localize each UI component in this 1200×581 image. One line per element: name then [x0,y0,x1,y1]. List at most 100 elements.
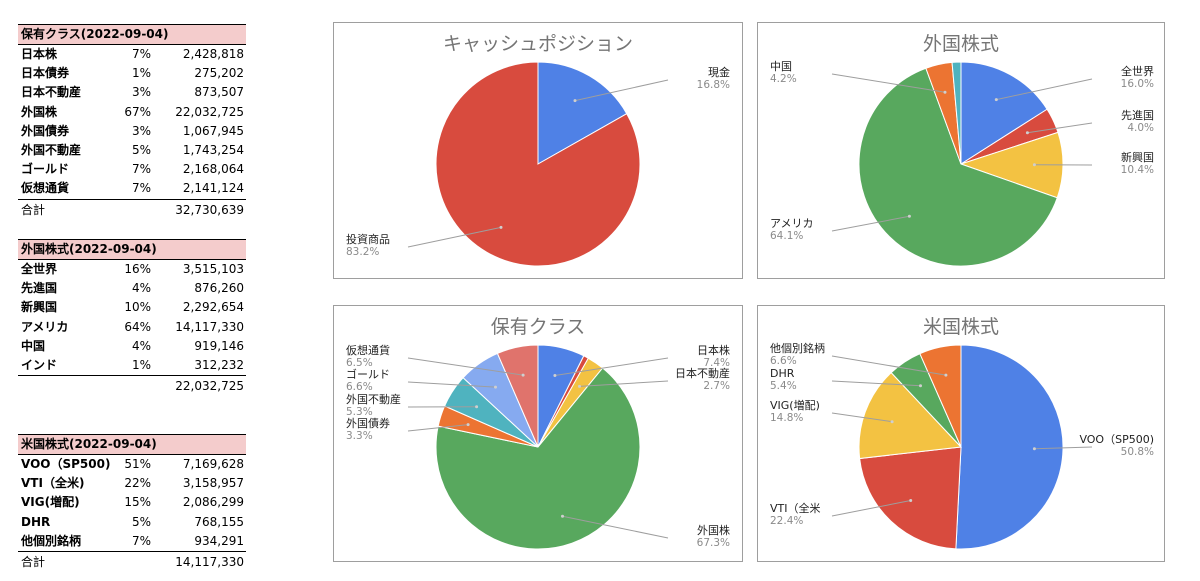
slice-percent-label: 67.3% [697,537,730,549]
slice-percent-label: 6.6% [346,381,373,393]
table-row: 日本株 7% 2,428,818 [18,45,246,64]
holding-class-table: 保有クラス(2022-09-04) 日本株 7% 2,428,818 日本債券 1% 2… [18,24,246,220]
row-name: VTI（全米) [21,476,85,491]
slice-percent-label: 16.8% [697,79,730,91]
pie-slices [858,344,1064,550]
leader-dot [475,405,479,409]
table-row: 他個別銘柄 7% 934,291 [18,532,246,552]
row-name: 外国債券 [21,123,70,138]
row-amount: 14,117,330 [175,319,244,334]
row-amount: 2,168,064 [182,162,244,177]
pie-slice [858,371,963,460]
row-pct: 16% [124,262,151,276]
row-amount: 3,515,103 [182,262,244,276]
row-pct: 67% [124,104,151,119]
leader-line [831,355,946,376]
row-pct: 7% [131,162,151,177]
slice-label: DHR [770,367,795,380]
table-row: 仮想通貨 7% 2,141,124 [18,179,246,200]
leader-dot [943,90,947,94]
leader-line [1027,122,1093,134]
pie-slice [537,61,628,165]
leader-line [562,515,669,539]
table-row: 外国不動産 5% 1,743,254 [18,141,246,160]
row-amount: 2,086,299 [182,495,244,510]
leader-line [831,500,911,517]
row-amount: 876,260 [194,281,244,296]
pie-slices [435,344,641,550]
row-name: 日本不動産 [21,85,82,100]
leader-line [831,412,893,423]
row-pct: 5% [131,142,151,157]
table-row: VTI（全米) 22% 3,158,957 [18,474,246,493]
pie-slice [951,61,962,165]
row-pct: 4% [131,338,151,353]
table-row: ゴールド 7% 2,168,064 [18,160,246,179]
leader-line [831,380,921,387]
table-row: VOO（SP500) 51% 7,169,628 [18,455,246,474]
leader-dot [1025,131,1029,135]
pie-slice [955,344,1064,550]
row-pct: 15% [124,495,151,510]
slice-percent-label: 50.8% [1121,446,1154,458]
slice-label: 先進国 [1121,109,1154,122]
row-pct: 4% [131,281,151,296]
slice-label: VTI（全米 [770,501,821,515]
table-row: 外国株 67% 22,032,725 [18,103,246,122]
table-row: 新興国 10% 2,292,654 [18,298,246,317]
slice-label: 現金 [708,65,730,79]
chart-title: 保有クラス [491,316,586,338]
leader-dot [919,384,922,388]
chart-title: 外国株式 [923,33,999,55]
row-pct: 1% [131,66,151,81]
row-name: 中国 [21,338,46,353]
table-row: DHR 5% 768,155 [18,513,246,532]
slice-percent-label: 5.3% [346,406,373,418]
slice-percent-label: 83.2% [346,246,379,258]
leader-dot [909,499,913,502]
table-row: アメリカ 64% 14,117,330 [18,318,246,337]
slice-percent-label: 14.8% [770,412,803,424]
row-pct: 7% [131,181,151,196]
leader-dot [466,423,470,427]
leader-line [831,215,910,232]
row-amount: 1,743,254 [182,142,244,157]
slice-label: 日本不動産 [675,366,730,380]
table-row: 日本不動産 3% 873,507 [18,83,246,102]
slice-label: 他個別銘柄 [770,341,825,355]
slice-percent-label: 6.5% [346,357,373,369]
leader-dot [578,384,581,388]
leader-dot [1032,163,1036,167]
slice-percent-label: 4.2% [770,73,797,85]
table-row: インド 1% 312,232 [18,356,246,377]
pie-slice [859,446,962,550]
table-total-row: 合計 32,730,639 [18,200,246,220]
row-name: 他個別銘柄 [21,533,82,548]
leader-line [831,73,946,93]
slice-percent-label: 3.3% [346,430,373,442]
row-name: アメリカ [21,319,69,334]
leader-line [407,424,469,432]
leader-line [554,357,669,376]
leader-dot [499,225,503,229]
table-row: 中国 4% 919,146 [18,337,246,356]
row-name: 仮想通貨 [21,181,70,196]
table-row: 先進国 4% 876,260 [18,279,246,298]
leader-line [579,380,669,387]
pie-slice [960,61,1048,165]
row-name: 外国不動産 [21,142,82,157]
leader-dot [521,373,525,377]
leader-line [407,226,502,248]
row-pct: 7% [131,533,151,548]
slice-label: 外国不動産 [346,392,401,406]
row-amount: 7,169,628 [182,457,244,471]
row-amount: 873,507 [194,85,244,100]
leader-line [1034,446,1093,450]
table-row: 全世界 16% 3,515,103 [18,260,246,279]
slice-label: 外国債券 [346,416,390,430]
total-label: 合計 [21,554,46,569]
chart-holding-class: 保有クラス 日本株 7.4% 日本不動産 2.7% 外国株 67.3% 外国債券 3.3% 外国… [333,305,743,562]
chart-title: キャッシュポジション [443,33,633,55]
